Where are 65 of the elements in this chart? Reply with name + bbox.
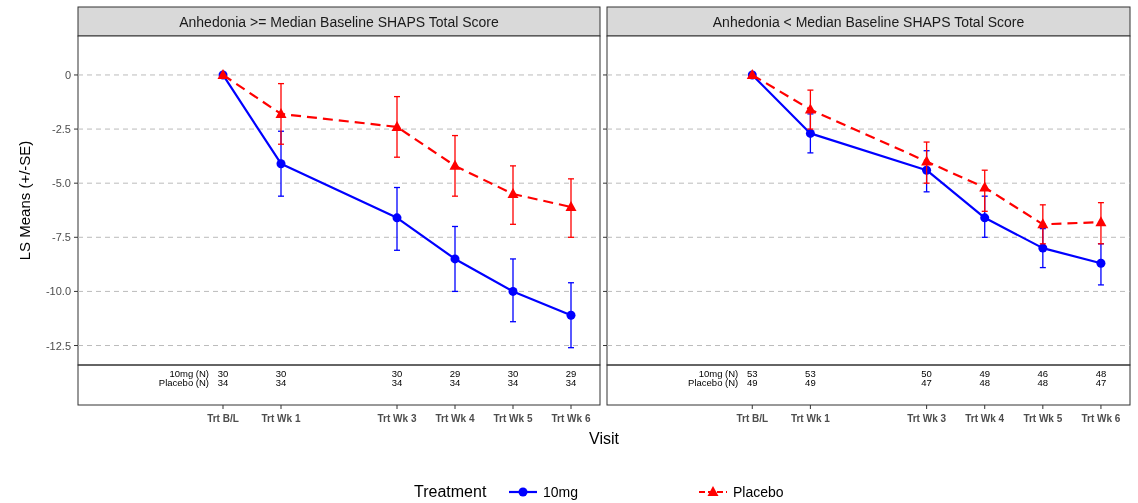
text: 46 (1037, 368, 1049, 379)
text: 30 (507, 368, 519, 379)
x-tick-label: Trt Wk 1 (790, 413, 831, 424)
x-tick-label: Trt Wk 5 (1023, 413, 1063, 424)
y-tick-label: 0 (64, 68, 71, 81)
point (1095, 216, 1107, 227)
y-tick-label: -7.5 (52, 231, 71, 244)
x-axis-title: Visit (589, 430, 620, 447)
x-tick-label: Trt Wk 1 (261, 413, 301, 424)
x-tick-label: Trt Wk 3 (377, 413, 417, 424)
chart-title: Anhedonia < Median Baseline SHAPS Total Score (712, 13, 1025, 30)
point (391, 120, 403, 131)
text: 48 (1095, 368, 1107, 379)
point (508, 286, 518, 296)
legend-label: 10mg (543, 484, 579, 500)
text: 53 (746, 368, 758, 379)
legend-label: Placebo (733, 484, 784, 500)
x-tick-label: Trt Wk 5 (493, 413, 533, 424)
text: 10mg (N) (169, 368, 209, 379)
text: 34 (217, 377, 229, 388)
text: 48 (979, 377, 991, 388)
point (566, 310, 576, 320)
text: 53 (805, 368, 816, 379)
text: 49 (746, 377, 758, 388)
point (392, 213, 402, 223)
text: 29 (565, 368, 577, 379)
text: 34 (507, 377, 519, 388)
point (450, 254, 460, 264)
x-tick-label: Trt Wk 6 (1081, 413, 1121, 424)
x-tick-label: Trt Wk 4 (435, 413, 475, 424)
y-axis-title: LS Means (+/-SE) (16, 140, 33, 261)
point (979, 181, 991, 192)
y-tick-label: -10.0 (45, 285, 71, 298)
text: 30 (391, 368, 403, 379)
text: 50 (921, 368, 932, 379)
chart-title: Anhedonia >= Median Baseline SHAPS Total Score (179, 13, 500, 30)
text: 48 (1037, 377, 1049, 388)
text: 49 (979, 368, 991, 379)
text: 34 (275, 377, 287, 388)
x-tick-label: Trt Wk 4 (965, 413, 1005, 424)
x-tick-label: Trt B/L (207, 413, 239, 424)
text: 34 (565, 377, 577, 388)
point (565, 200, 577, 211)
text: 34 (449, 377, 461, 388)
point (921, 155, 933, 166)
x-tick-label: Trt B/L (736, 413, 769, 424)
point (1096, 258, 1106, 268)
text: 49 (805, 377, 816, 388)
point (276, 159, 286, 169)
text: 47 (1095, 377, 1107, 388)
text: 34 (391, 377, 403, 388)
y-tick-label: -12.5 (45, 339, 71, 352)
point (507, 188, 519, 199)
y-tick-label: -2.5 (52, 123, 71, 136)
point (449, 159, 461, 170)
x-tick-label: Trt Wk 6 (551, 413, 591, 424)
text: 47 (921, 377, 932, 388)
text: 29 (449, 368, 461, 379)
text: 30 (217, 368, 229, 379)
legend-title: Treatment (414, 483, 487, 500)
point (275, 107, 287, 118)
x-tick-label: Trt Wk 3 (907, 413, 947, 424)
text: 30 (275, 368, 287, 379)
text: 10mg (N) (698, 368, 739, 379)
y-tick-label: -5.0 (52, 177, 71, 190)
